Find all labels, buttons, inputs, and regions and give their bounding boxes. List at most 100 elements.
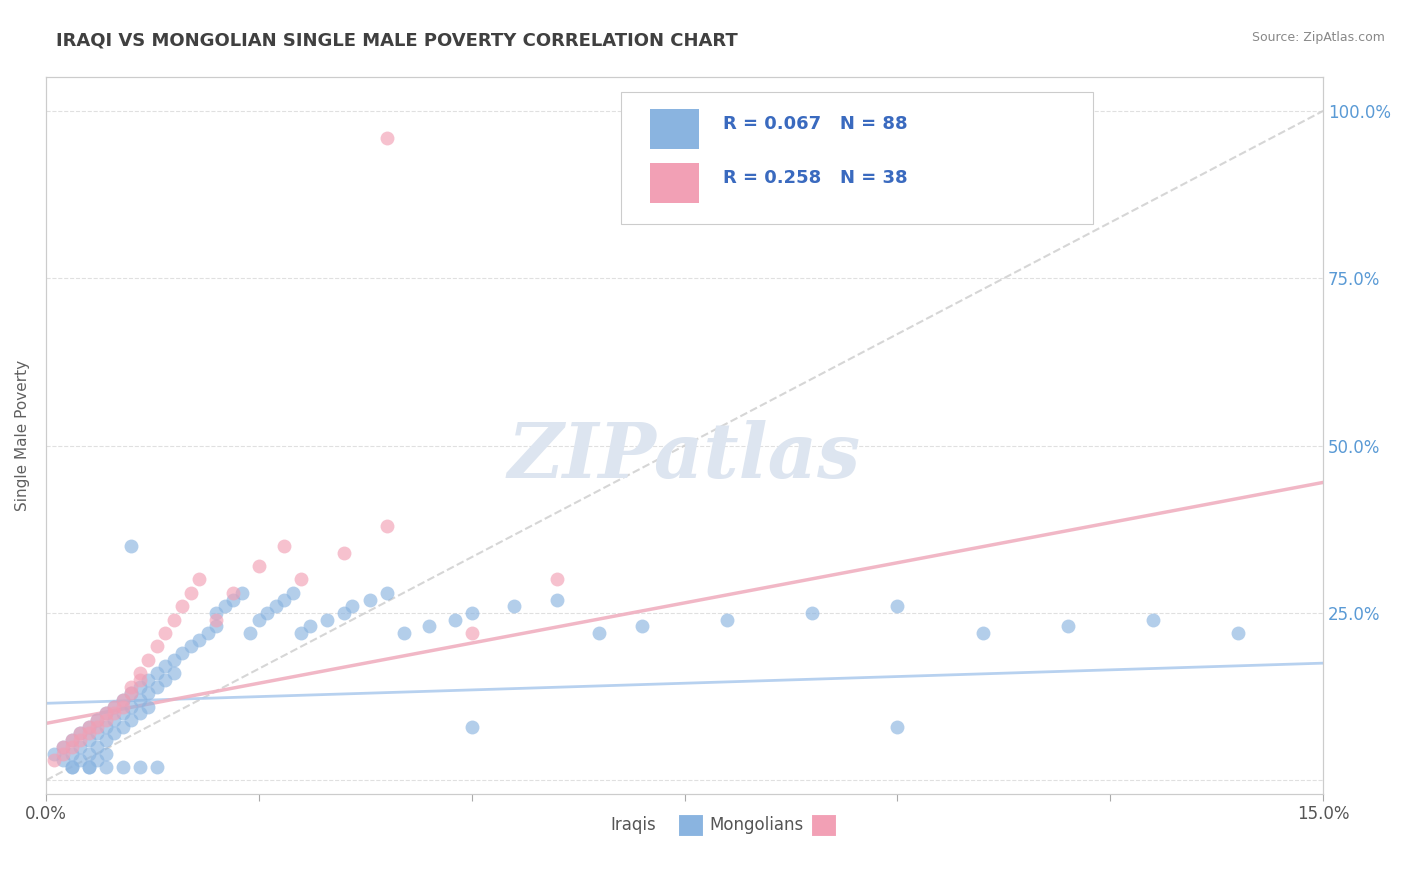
Point [77, 747, 100, 761]
Point [111, 693, 134, 707]
Point [290, 626, 312, 640]
Point [60, 747, 83, 761]
Point [205, 619, 228, 633]
Point [247, 559, 270, 574]
Point [86, 739, 108, 754]
Point [375, 586, 398, 600]
Text: R = 0.258   N = 38: R = 0.258 N = 38 [723, 169, 907, 186]
Point [60, 733, 83, 747]
Point [1056, 619, 1078, 633]
Point [103, 699, 125, 714]
Point [52, 739, 75, 754]
Point [111, 699, 134, 714]
Point [77, 760, 100, 774]
Point [460, 720, 482, 734]
Point [180, 586, 202, 600]
Point [44, 753, 66, 767]
Point [69, 726, 91, 740]
Point [77, 733, 100, 747]
Point [153, 659, 176, 673]
Point [197, 626, 219, 640]
Point [333, 546, 356, 560]
Point [44, 747, 66, 761]
Point [264, 599, 287, 614]
Point [375, 130, 398, 145]
Point [290, 573, 312, 587]
Point [94, 733, 117, 747]
Point [273, 539, 295, 553]
Point [136, 673, 159, 687]
Point [460, 626, 482, 640]
Point [631, 619, 654, 633]
Point [546, 573, 568, 587]
Point [52, 753, 75, 767]
Text: IRAQI VS MONGOLIAN SINGLE MALE POVERTY CORRELATION CHART: IRAQI VS MONGOLIAN SINGLE MALE POVERTY C… [56, 31, 738, 49]
Point [94, 713, 117, 727]
Point [128, 673, 150, 687]
Point [136, 686, 159, 700]
Point [136, 653, 159, 667]
Point [120, 680, 142, 694]
Point [163, 666, 186, 681]
Point [111, 706, 134, 721]
Point [443, 613, 465, 627]
Point [120, 686, 142, 700]
Point [214, 599, 236, 614]
Text: Mongolians: Mongolians [710, 816, 804, 834]
Point [205, 613, 228, 627]
Point [333, 606, 356, 620]
Point [60, 760, 83, 774]
Point [546, 592, 568, 607]
Point [392, 626, 415, 640]
Point [94, 747, 117, 761]
Point [180, 640, 202, 654]
Point [111, 693, 134, 707]
Point [172, 646, 194, 660]
Point [52, 747, 75, 761]
Point [231, 586, 253, 600]
Point [281, 586, 304, 600]
Point [69, 726, 91, 740]
Point [69, 753, 91, 767]
Point [1227, 626, 1250, 640]
Point [111, 720, 134, 734]
Point [86, 726, 108, 740]
Point [77, 720, 100, 734]
Point [120, 539, 142, 553]
Point [103, 699, 125, 714]
Point [298, 619, 321, 633]
Point [77, 726, 100, 740]
Point [94, 706, 117, 721]
Point [375, 519, 398, 533]
Point [342, 599, 364, 614]
Point [239, 626, 262, 640]
Point [418, 619, 440, 633]
Point [886, 720, 908, 734]
Point [77, 760, 100, 774]
Point [222, 586, 245, 600]
Point [69, 733, 91, 747]
Point [145, 680, 167, 694]
Point [86, 753, 108, 767]
Point [359, 592, 381, 607]
Point [153, 673, 176, 687]
Point [128, 693, 150, 707]
Point [273, 592, 295, 607]
Point [801, 606, 824, 620]
Point [103, 713, 125, 727]
Point [145, 760, 167, 774]
Point [94, 706, 117, 721]
Point [86, 720, 108, 734]
Point [128, 680, 150, 694]
Point [588, 626, 610, 640]
Point [163, 613, 186, 627]
Point [103, 726, 125, 740]
Text: Iraqis: Iraqis [610, 816, 657, 834]
Bar [650, 162, 699, 202]
Point [145, 640, 167, 654]
Point [222, 592, 245, 607]
Point [120, 713, 142, 727]
Point [136, 699, 159, 714]
Point [163, 653, 186, 667]
Point [460, 606, 482, 620]
